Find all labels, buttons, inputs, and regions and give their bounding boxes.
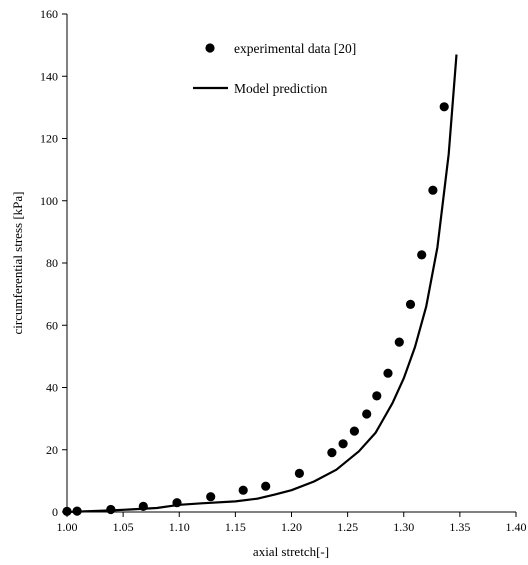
data-point bbox=[106, 504, 116, 515]
data-point bbox=[405, 299, 416, 309]
y-tick-label: 60 bbox=[46, 318, 58, 332]
y-tick-label: 140 bbox=[40, 69, 58, 83]
x-tick-label: 1.30 bbox=[393, 520, 414, 534]
x-tick-label: 1.20 bbox=[281, 520, 302, 534]
experimental-data-series bbox=[62, 102, 449, 516]
data-point bbox=[327, 448, 337, 458]
model-prediction-series bbox=[66, 54, 458, 514]
y-tick-label: 20 bbox=[46, 443, 58, 457]
y-tick-label: 80 bbox=[46, 256, 58, 270]
data-point bbox=[428, 185, 438, 195]
x-tick-label: 1.10 bbox=[169, 520, 190, 534]
legend-label-model: Model prediction bbox=[234, 81, 328, 96]
y-tick-label: 0 bbox=[52, 505, 58, 519]
x-axis-title: axial stretch[-] bbox=[253, 544, 329, 559]
data-point bbox=[417, 250, 427, 260]
y-tick-label: 120 bbox=[40, 132, 58, 146]
model-prediction-line bbox=[66, 54, 458, 514]
data-point bbox=[172, 498, 182, 508]
x-tick-label: 1.00 bbox=[57, 520, 78, 534]
y-axis-title: circumferential stress [kPa] bbox=[10, 192, 25, 335]
legend-marker-experimental bbox=[205, 43, 215, 53]
data-point bbox=[439, 102, 449, 112]
data-point bbox=[138, 501, 148, 511]
y-tick-label: 160 bbox=[40, 7, 58, 21]
data-point bbox=[72, 506, 82, 516]
data-point bbox=[62, 506, 72, 516]
data-point bbox=[261, 481, 271, 491]
data-point bbox=[394, 337, 404, 347]
data-point bbox=[206, 492, 216, 502]
data-point bbox=[338, 439, 348, 449]
data-point bbox=[294, 468, 304, 478]
legend-label-experimental: experimental data [20] bbox=[234, 41, 356, 56]
y-axis-ticks: 0 20 40 60 80 100 120 140 160 bbox=[40, 7, 67, 519]
data-point bbox=[383, 368, 393, 378]
y-tick-label: 100 bbox=[40, 194, 58, 208]
x-tick-label: 1.35 bbox=[449, 520, 470, 534]
data-point bbox=[349, 426, 359, 436]
x-tick-label: 1.05 bbox=[113, 520, 134, 534]
x-tick-label: 1.15 bbox=[225, 520, 246, 534]
legend: experimental data [20] Model prediction bbox=[193, 41, 356, 96]
data-point bbox=[238, 485, 248, 495]
x-tick-label: 1.25 bbox=[337, 520, 358, 534]
data-point bbox=[372, 391, 382, 401]
y-tick-label: 40 bbox=[46, 381, 58, 395]
x-tick-label: 1.40 bbox=[506, 520, 527, 534]
x-axis-ticks: 1.00 1.05 1.10 1.15 1.20 1.25 1.30 1.35 1.40 bbox=[57, 512, 527, 534]
data-point bbox=[362, 409, 372, 419]
